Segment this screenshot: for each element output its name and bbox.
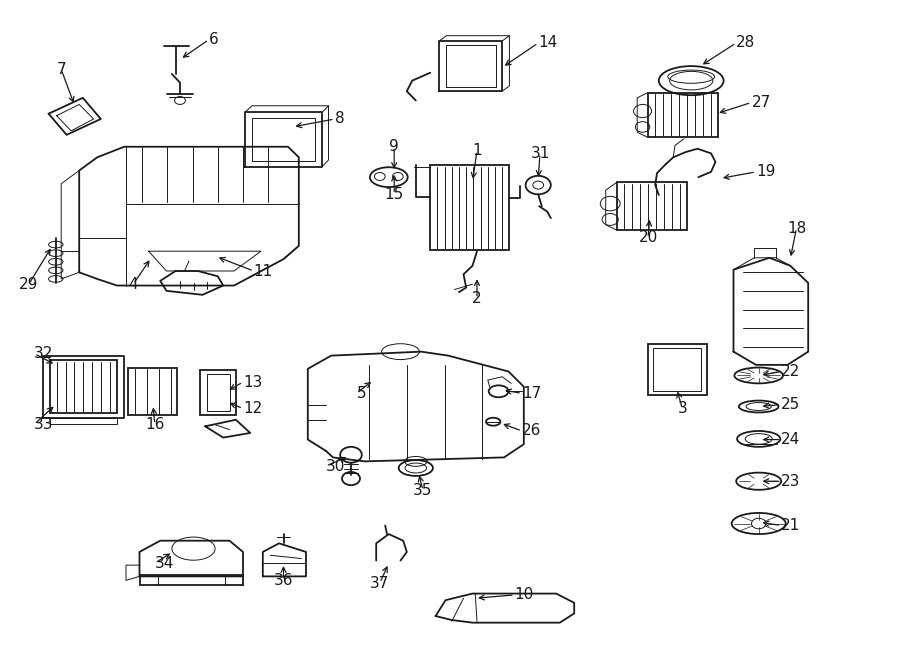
Text: 32: 32: [34, 346, 54, 361]
Text: 15: 15: [384, 187, 404, 202]
Text: 23: 23: [781, 474, 801, 488]
Text: 31: 31: [530, 146, 550, 161]
Text: 24: 24: [781, 432, 800, 447]
Bar: [128, 368, 177, 415]
Text: 14: 14: [538, 36, 557, 50]
Text: 28: 28: [736, 36, 755, 50]
Text: 11: 11: [254, 264, 273, 278]
Bar: [50, 360, 117, 413]
Text: 36: 36: [274, 573, 293, 588]
Bar: [430, 165, 509, 250]
Text: 10: 10: [515, 588, 534, 602]
Text: 17: 17: [522, 386, 541, 401]
Text: 8: 8: [335, 112, 345, 126]
Bar: [140, 575, 243, 585]
Bar: [50, 418, 117, 424]
Text: 19: 19: [756, 165, 776, 179]
Text: 26: 26: [522, 424, 542, 438]
Text: 27: 27: [752, 95, 770, 110]
Text: 34: 34: [155, 556, 175, 570]
Text: 25: 25: [781, 397, 800, 412]
Text: 1: 1: [472, 143, 482, 158]
Bar: [648, 93, 718, 137]
Bar: [616, 182, 687, 230]
Text: 4: 4: [129, 277, 138, 292]
Text: 33: 33: [34, 417, 54, 432]
Text: 6: 6: [209, 32, 219, 47]
Text: 3: 3: [678, 401, 687, 416]
Text: 37: 37: [370, 576, 390, 590]
Text: 2: 2: [472, 292, 482, 306]
Text: 30: 30: [326, 459, 346, 473]
Text: 18: 18: [787, 221, 806, 235]
Text: 7: 7: [57, 62, 66, 77]
Text: 35: 35: [413, 483, 433, 498]
Text: 13: 13: [243, 375, 263, 389]
Text: 20: 20: [638, 231, 658, 245]
Text: 21: 21: [781, 518, 800, 533]
Bar: [207, 374, 230, 411]
Text: 29: 29: [19, 277, 39, 292]
Bar: [653, 348, 701, 391]
Bar: [200, 370, 236, 415]
Text: 22: 22: [781, 364, 800, 379]
Text: 16: 16: [145, 417, 165, 432]
Text: 5: 5: [356, 386, 366, 401]
Bar: [648, 344, 706, 395]
Text: 12: 12: [243, 401, 262, 416]
Text: 9: 9: [390, 139, 399, 154]
